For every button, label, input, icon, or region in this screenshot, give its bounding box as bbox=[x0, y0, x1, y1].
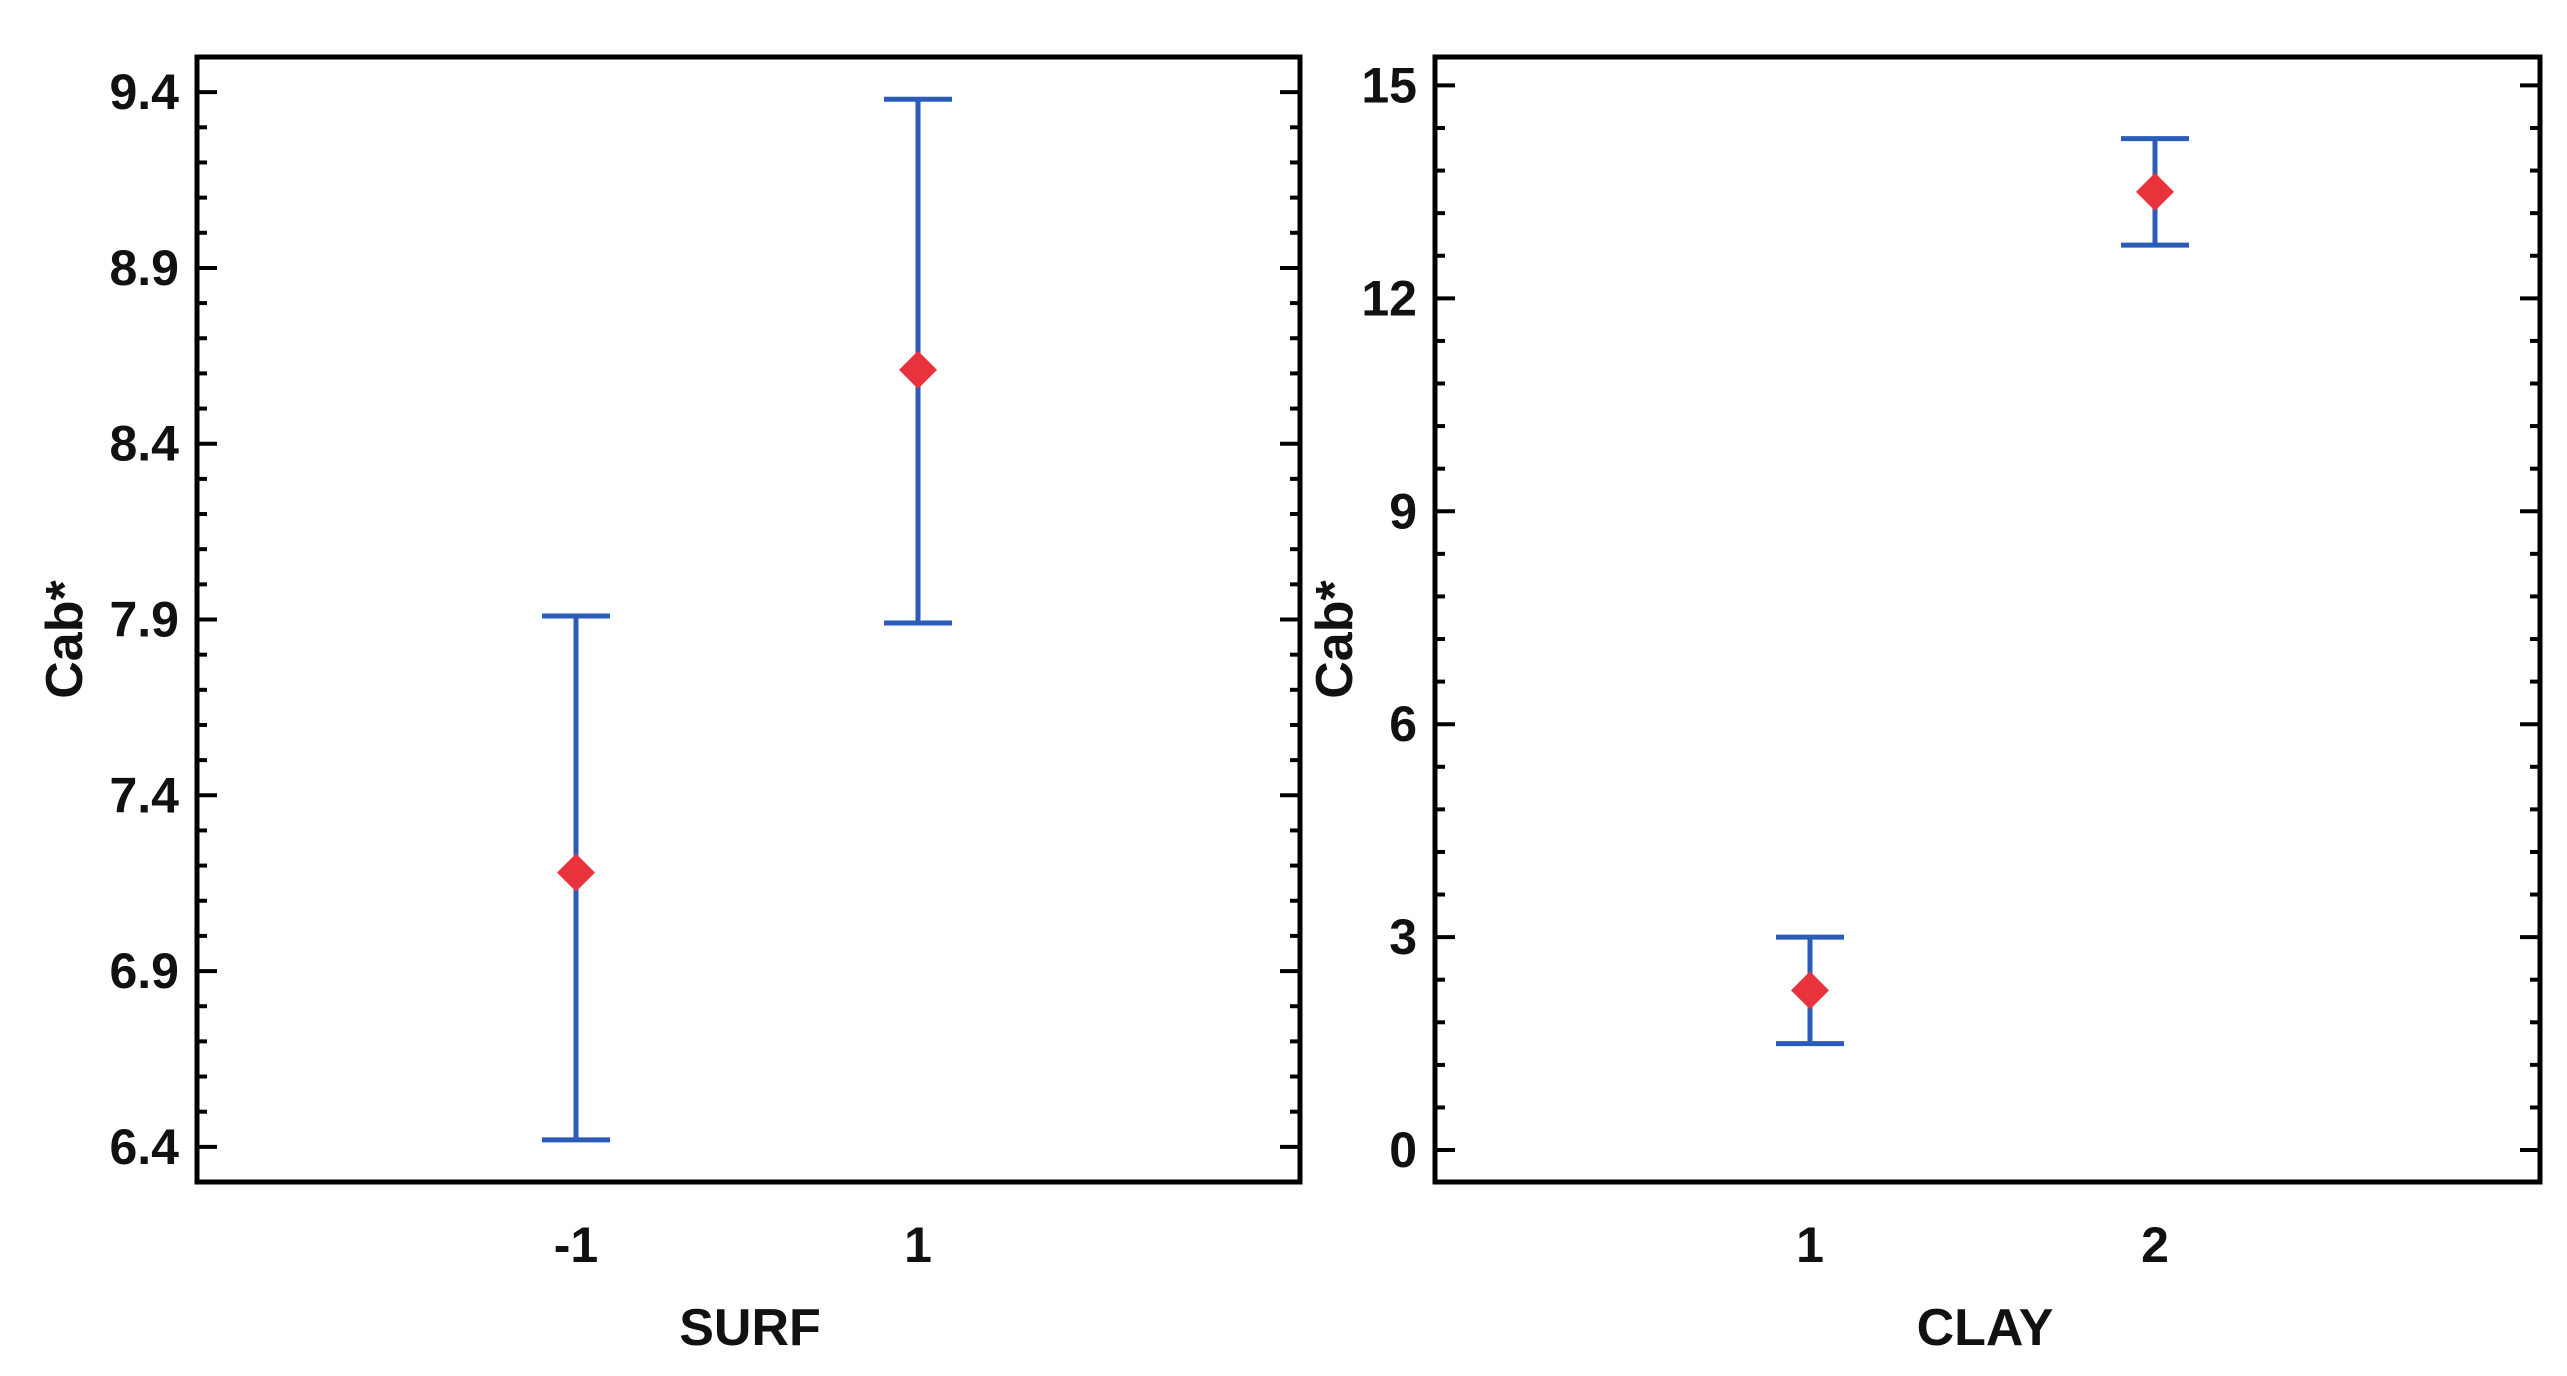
surf-x-axis-title: SURF bbox=[679, 1299, 821, 1357]
surf-y-axis-title: Cab* bbox=[36, 580, 94, 699]
clay-mean-marker bbox=[2136, 172, 2174, 211]
clay-y-tick-label: 3 bbox=[1389, 909, 1417, 965]
surf-y-tick-label: 9.4 bbox=[109, 64, 179, 120]
clay-y-axis-title: Cab* bbox=[1306, 580, 1364, 699]
clay-x-tick-label: 1 bbox=[1796, 1217, 1824, 1273]
surf-y-tick-label: 8.4 bbox=[109, 416, 179, 472]
surf-mean-marker bbox=[899, 350, 937, 389]
surf-mean-marker bbox=[557, 853, 595, 892]
surf-panel: 6.4 6.9 7.4 7.9 8.4 8.9 9.4 -1 1 SURF Cab* bbox=[36, 54, 1303, 1357]
surf-x-tick-label: 1 bbox=[904, 1217, 932, 1273]
surf-y-tick-label: 6.9 bbox=[109, 943, 179, 999]
clay-y-tick-label: 6 bbox=[1389, 696, 1417, 752]
clay-y-tick-label: 9 bbox=[1389, 483, 1417, 539]
surf-x-tick-label: -1 bbox=[554, 1217, 598, 1273]
surf-y-tick-label: 7.4 bbox=[109, 767, 179, 823]
clay-y-tick-label: 0 bbox=[1389, 1122, 1417, 1178]
clay-y-tick-label: 12 bbox=[1361, 270, 1417, 326]
surf-plot-frame bbox=[194, 54, 1303, 1185]
surf-y-tick-label: 7.9 bbox=[109, 592, 179, 648]
clay-x-tick-label: 2 bbox=[2141, 1217, 2169, 1273]
clay-y-tick-label: 15 bbox=[1361, 57, 1417, 113]
clay-mean-marker bbox=[1791, 971, 1829, 1010]
clay-x-axis-title: CLAY bbox=[1917, 1299, 2054, 1357]
surf-y-tick-label: 8.9 bbox=[109, 240, 179, 296]
clay-plot-frame bbox=[1432, 54, 2543, 1185]
surf-y-tick-label: 6.4 bbox=[109, 1119, 179, 1175]
